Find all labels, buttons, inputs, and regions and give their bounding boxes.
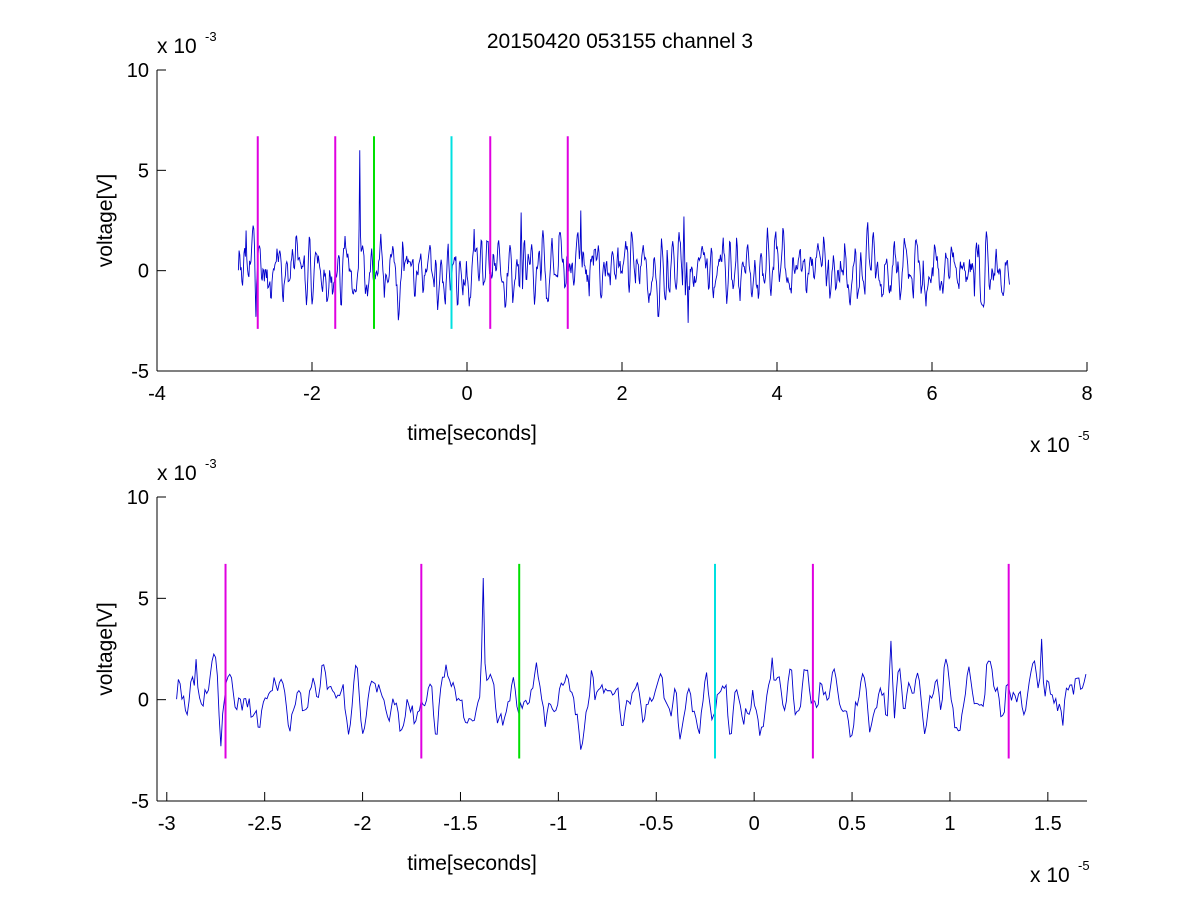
x-axis-label: time[seconds] — [407, 422, 537, 445]
x-tick-label: 0 — [749, 813, 760, 835]
x-tick-label: -4 — [148, 383, 166, 405]
y-multiplier: x 10 — [157, 462, 197, 485]
y-axis-label: voltage[V] — [94, 602, 117, 695]
y-tick-label: 0 — [138, 690, 149, 712]
x-multiplier: x 10 — [1030, 434, 1070, 457]
x-tick-label: 8 — [1081, 383, 1092, 405]
x-tick-label: 6 — [926, 383, 937, 405]
y-multiplier-exponent: -3 — [205, 29, 217, 44]
voltage-trace — [237, 150, 1010, 323]
y-tick-label: -5 — [131, 791, 149, 813]
x-tick-label: -0.5 — [639, 813, 673, 835]
y-tick-label: 10 — [127, 60, 149, 82]
chart-title: 20150420 053155 channel 3 — [487, 30, 753, 53]
y-tick-label: 5 — [138, 588, 149, 610]
x-multiplier-exponent: -5 — [1078, 428, 1090, 443]
x-tick-label: 4 — [771, 383, 782, 405]
y-tick-label: 10 — [127, 487, 149, 509]
x-tick-label: -2.5 — [247, 813, 281, 835]
x-axis-label: time[seconds] — [407, 852, 537, 875]
x-tick-label: 2 — [616, 383, 627, 405]
x-tick-label: 0.5 — [838, 813, 866, 835]
y-multiplier: x 10 — [157, 35, 197, 58]
x-tick-label: -1.5 — [443, 813, 477, 835]
x-multiplier: x 10 — [1030, 864, 1070, 887]
x-tick-label: -1 — [549, 813, 567, 835]
y-tick-label: 5 — [138, 160, 149, 182]
top-plot: -5 0 5 10 -4 -2 0 2 4 6 8 time[seconds] voltage[V] x … — [94, 29, 1093, 457]
x-tick-label: 0 — [461, 383, 472, 405]
y-multiplier-exponent: -3 — [205, 456, 217, 471]
x-tick-label: -2 — [303, 383, 321, 405]
x-tick-label: -3 — [158, 813, 176, 835]
y-axis-label: voltage[V] — [94, 174, 117, 267]
x-tick-label: -2 — [354, 813, 372, 835]
x-tick-label: 1 — [944, 813, 955, 835]
bottom-plot: -5 0 5 10 -3 -2.5 -2 -1.5 -1 -0.5 0 0.5 1 1.5 time[sec… — [94, 456, 1090, 887]
x-tick-label: 1.5 — [1034, 813, 1062, 835]
voltage-trace — [176, 578, 1087, 750]
y-tick-label: -5 — [131, 361, 149, 383]
y-tick-label: 0 — [138, 261, 149, 283]
x-multiplier-exponent: -5 — [1078, 858, 1090, 873]
